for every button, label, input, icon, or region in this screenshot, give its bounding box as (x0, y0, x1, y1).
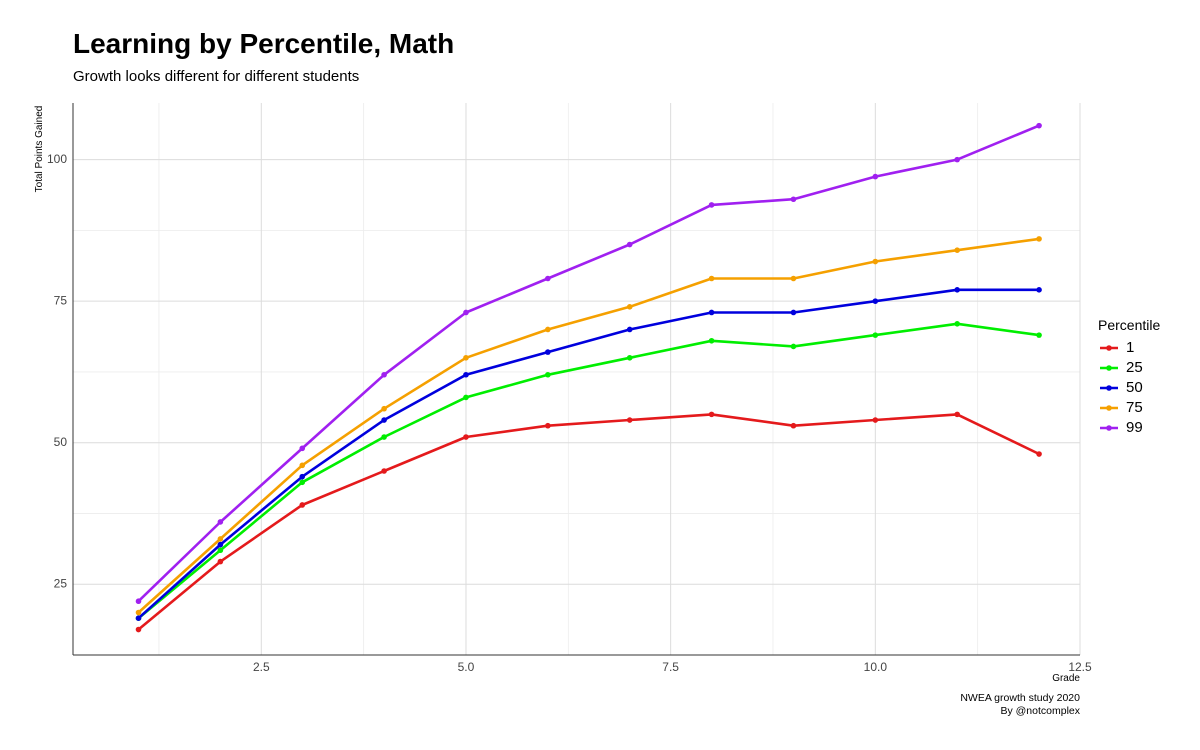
axes (72, 103, 1080, 656)
y-axis-label: Total Points Gained (34, 106, 45, 193)
data-point-25 (545, 371, 551, 378)
data-point-75 (1036, 236, 1042, 242)
legend-label-99: 99 (1126, 419, 1143, 436)
y-tick-label: 50 (54, 435, 68, 449)
data-point-50 (381, 417, 387, 423)
data-point-75 (708, 275, 715, 282)
data-point-99 (217, 519, 224, 525)
data-point-99 (954, 156, 960, 163)
data-point-25 (626, 354, 633, 361)
series-line-1 (137, 413, 1041, 631)
legend-marker-1 (1106, 345, 1112, 351)
data-point-25 (872, 332, 879, 338)
data-point-50 (545, 349, 551, 355)
data-point-25 (381, 434, 387, 440)
legend-label-50: 50 (1126, 379, 1143, 396)
legend-marker-75 (1106, 405, 1112, 411)
x-tick-label: 7.5 (662, 660, 679, 674)
data-point-1 (626, 417, 633, 423)
legend-marker-25 (1106, 365, 1112, 371)
legend-label-75: 75 (1126, 399, 1143, 416)
data-point-25 (954, 321, 960, 327)
data-point-75 (626, 304, 633, 310)
data-point-99 (872, 173, 879, 180)
data-point-99 (545, 275, 551, 282)
data-point-1 (954, 411, 960, 418)
legend-marker-99 (1106, 425, 1112, 431)
data-point-1 (135, 626, 142, 633)
data-point-99 (299, 445, 306, 452)
data-point-1 (217, 558, 224, 565)
series-line-75 (137, 237, 1041, 614)
tick-labels: 2.5 5.0 7.5 10.0 12.5 25 50 75 100 (47, 152, 1092, 674)
x-tick-label: 5.0 (458, 660, 475, 674)
x-tick-label: 12.5 (1068, 660, 1092, 674)
data-point-75 (872, 258, 879, 265)
data-point-50 (708, 309, 715, 316)
data-point-75 (299, 462, 306, 469)
y-tick-label: 100 (47, 152, 67, 166)
data-point-99 (708, 202, 715, 208)
grid-lines (73, 103, 1081, 655)
series-line-99 (137, 124, 1041, 603)
caption-source: NWEA growth study 2020 (960, 692, 1080, 704)
data-point-1 (381, 468, 387, 474)
data-point-1 (299, 502, 306, 508)
data-point-75 (381, 405, 387, 412)
data-point-75 (954, 247, 960, 253)
data-point-50 (299, 473, 306, 480)
data-point-75 (790, 275, 797, 282)
data-point-50 (872, 298, 879, 304)
x-tick-label: 10.0 (864, 660, 888, 674)
source-caption: NWEA growth study 2020 By @notcomplex (960, 692, 1080, 717)
chart-title: Learning by Percentile, Math (73, 28, 455, 59)
data-point-99 (463, 309, 469, 316)
x-axis-label: Grade (1052, 673, 1080, 684)
data-point-75 (217, 536, 224, 542)
y-tick-label: 75 (54, 293, 68, 307)
data-point-99 (1036, 122, 1042, 129)
data-point-25 (217, 547, 224, 554)
data-point-50 (463, 371, 469, 378)
data-point-1 (1036, 451, 1042, 457)
data-point-1 (545, 422, 551, 429)
chart-subtitle: Growth looks different for different stu… (73, 68, 360, 85)
data-point-75 (545, 326, 551, 333)
data-point-1 (463, 434, 469, 440)
series-line-25 (137, 322, 1041, 620)
data-point-25 (708, 337, 715, 344)
y-tick-label: 25 (54, 576, 68, 590)
data-point-25 (299, 479, 306, 486)
legend-title: Percentile (1098, 317, 1160, 333)
series-line-50 (137, 288, 1041, 620)
data-point-50 (135, 615, 142, 621)
data-point-75 (463, 354, 469, 361)
data-point-25 (463, 394, 469, 401)
data-point-1 (872, 417, 879, 423)
legend-label-1: 1 (1126, 339, 1134, 356)
data-point-50 (790, 309, 797, 316)
data-point-99 (381, 371, 387, 378)
caption-author: By @notcomplex (1000, 704, 1080, 717)
data-point-99 (626, 241, 633, 248)
data-point-50 (954, 287, 960, 293)
data-point-1 (708, 411, 715, 418)
data-point-50 (1036, 287, 1042, 293)
x-tick-label: 2.5 (253, 660, 270, 674)
data-point-50 (626, 326, 633, 333)
legend-label-25: 25 (1126, 359, 1143, 376)
data-point-25 (790, 343, 797, 350)
data-point-75 (135, 609, 142, 616)
data-point-99 (135, 598, 142, 605)
legend: Percentile 1 25 50 75 99 (1098, 317, 1160, 436)
data-point-25 (1036, 332, 1042, 338)
data-point-99 (790, 196, 797, 203)
series-group (135, 122, 1042, 633)
data-point-50 (217, 541, 224, 548)
data-point-1 (790, 422, 797, 429)
legend-marker-50 (1106, 385, 1112, 391)
